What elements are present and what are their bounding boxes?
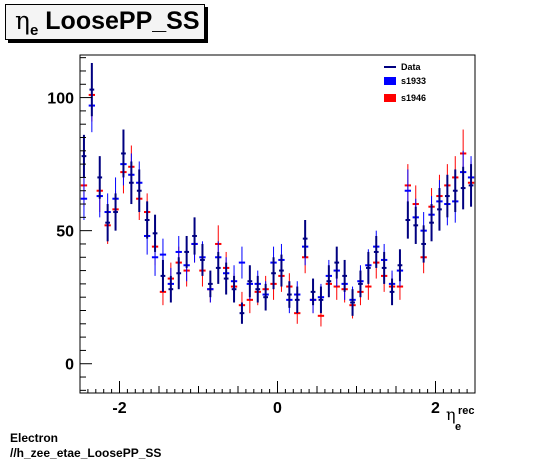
- y-tick-label-100: 100: [47, 91, 74, 108]
- title-box: ηe LoosePP_SS: [5, 4, 205, 40]
- x-axis-label-sup: rec: [458, 405, 475, 417]
- title-symbol: η: [15, 6, 30, 35]
- legend-s1933-label: s1933: [401, 76, 426, 86]
- x-tick-label-0: 0: [273, 400, 282, 417]
- plot-title: ηe LoosePP_SS: [15, 6, 200, 39]
- legend-s1946-swatch: [384, 94, 396, 102]
- series-layer: [80, 62, 475, 327]
- footer-line-2: //h_zee_etae_LoosePP_SS: [10, 446, 162, 460]
- x-axis-label-base: η: [446, 405, 456, 424]
- x-axis-label-sub: e: [455, 421, 461, 433]
- legend-s1946-label: s1946: [401, 93, 426, 103]
- legend: Data s1933 s1946: [384, 62, 426, 103]
- legend-data-label: Data: [401, 62, 422, 72]
- x-tick-label--2: -2: [112, 400, 126, 417]
- y-tick-label-0: 0: [65, 357, 74, 374]
- axes-layer: 0 50 100 -2 0 2: [47, 57, 476, 417]
- series-data: [81, 62, 474, 324]
- x-tick-label-2: 2: [431, 400, 440, 417]
- title-subscript: e: [29, 22, 39, 39]
- x-axis-label: η rec e: [446, 405, 475, 433]
- footer-line-1: Electron: [10, 431, 59, 445]
- y-tick-label-50: 50: [56, 224, 74, 241]
- legend-s1933-swatch: [384, 77, 396, 85]
- title-text: LoosePP_SS: [45, 7, 200, 35]
